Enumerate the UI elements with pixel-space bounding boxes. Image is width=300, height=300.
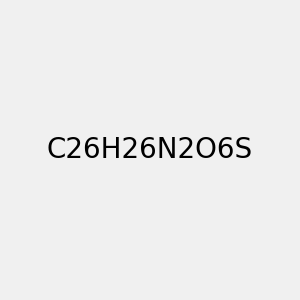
Text: C26H26N2O6S: C26H26N2O6S: [47, 136, 253, 164]
